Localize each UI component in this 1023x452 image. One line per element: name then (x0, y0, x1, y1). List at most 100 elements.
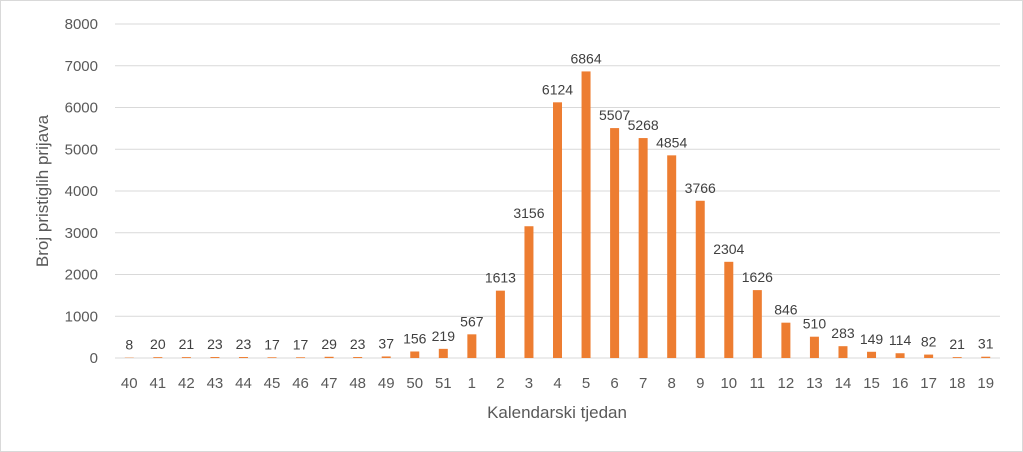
bar (952, 357, 962, 358)
data-label: 23 (236, 336, 252, 352)
y-tick-label: 3000 (65, 225, 98, 242)
y-tick-label: 6000 (65, 100, 98, 117)
data-label: 17 (264, 336, 280, 352)
bar (438, 348, 448, 358)
y-tick-label: 8000 (65, 16, 98, 33)
bar (895, 353, 905, 358)
y-tick-label: 4000 (65, 183, 98, 200)
data-label: 510 (803, 316, 827, 332)
x-tick-label: 51 (435, 375, 452, 392)
bar (724, 261, 734, 358)
x-tick-label: 18 (949, 375, 966, 392)
x-tick-label: 5 (582, 375, 590, 392)
bar (610, 128, 620, 358)
bar (210, 357, 220, 358)
data-label: 23 (207, 336, 223, 352)
bar (495, 290, 505, 358)
data-label: 567 (460, 313, 484, 329)
x-tick-label: 4 (553, 375, 561, 392)
bar (809, 336, 819, 358)
data-label: 37 (378, 335, 394, 351)
data-label: 31 (978, 336, 994, 352)
data-label: 4854 (656, 134, 687, 150)
bars (124, 71, 991, 358)
data-label: 149 (860, 331, 884, 347)
data-label: 2304 (713, 241, 744, 257)
bar (667, 155, 677, 358)
x-tick-label: 14 (835, 375, 852, 392)
x-tick-label: 11 (750, 375, 766, 392)
data-label: 1613 (485, 270, 516, 286)
x-tick-label: 45 (264, 375, 281, 392)
x-tick-label: 44 (235, 375, 252, 392)
bar (838, 346, 848, 358)
x-tick-label: 46 (292, 375, 309, 392)
data-label: 29 (321, 336, 337, 352)
x-tick-label: 2 (496, 375, 504, 392)
y-tick-label: 5000 (65, 141, 98, 158)
data-label: 5507 (599, 107, 630, 123)
x-tick-label: 48 (349, 375, 366, 392)
data-label: 156 (403, 330, 427, 346)
data-label: 283 (831, 325, 855, 341)
bar (153, 357, 163, 358)
x-tick-label: 15 (863, 375, 880, 392)
y-tick-label: 7000 (65, 58, 98, 75)
y-tick-label: 0 (90, 350, 98, 367)
data-label: 8 (125, 337, 133, 353)
bar (867, 351, 877, 358)
x-axis-title: Kalendarski tjedan (487, 403, 627, 422)
x-tick-label: 8 (668, 375, 676, 392)
data-label: 5268 (628, 117, 659, 133)
y-axis-title: Broj pristiglih prijava (33, 114, 52, 267)
data-label: 6124 (542, 81, 573, 97)
x-tick-label: 1 (468, 375, 476, 392)
y-axis-ticks: 0 1000 2000 3000 4000 5000 6000 7000 8000 (65, 16, 98, 367)
bar (781, 322, 791, 358)
x-axis-ticks: 40 41 42 43 44 45 46 47 48 49 50 51 1 2 3 4 5 6 7 8 9 10 11 12 1… (121, 375, 994, 392)
data-label: 846 (774, 302, 798, 318)
bar (524, 226, 534, 358)
y-tick-label: 2000 (65, 267, 98, 284)
bar (752, 290, 762, 358)
x-tick-label: 40 (121, 375, 138, 392)
data-label: 1626 (742, 269, 773, 285)
bar (467, 334, 477, 358)
bar (410, 351, 420, 358)
bar (581, 71, 591, 358)
bar (553, 102, 562, 358)
bar (981, 356, 991, 358)
data-label: 114 (889, 332, 912, 348)
x-tick-label: 7 (639, 375, 647, 392)
x-tick-label: 12 (778, 375, 795, 392)
data-label: 17 (293, 336, 309, 352)
x-tick-label: 19 (977, 375, 994, 392)
data-label: 3156 (513, 205, 544, 221)
x-tick-label: 50 (406, 375, 423, 392)
data-label: 6864 (570, 50, 601, 66)
bar (267, 357, 277, 358)
data-label: 23 (350, 336, 366, 352)
x-tick-label: 47 (321, 375, 338, 392)
data-label: 20 (150, 336, 166, 352)
bar (181, 357, 191, 358)
data-label: 82 (921, 334, 937, 350)
x-tick-label: 49 (378, 375, 395, 392)
y-tick-label: 1000 (65, 308, 98, 325)
x-tick-label: 10 (720, 375, 737, 392)
bar (381, 356, 391, 358)
x-tick-label: 9 (696, 375, 704, 392)
bar (924, 354, 934, 358)
bar (238, 357, 248, 358)
bar (296, 357, 306, 358)
x-tick-label: 17 (920, 375, 937, 392)
data-label: 219 (432, 328, 456, 344)
x-tick-label: 41 (149, 375, 166, 392)
bar (353, 357, 363, 358)
data-label: 3766 (685, 180, 716, 196)
x-tick-label: 3 (525, 375, 533, 392)
data-label: 21 (949, 336, 965, 352)
bar (638, 138, 648, 358)
